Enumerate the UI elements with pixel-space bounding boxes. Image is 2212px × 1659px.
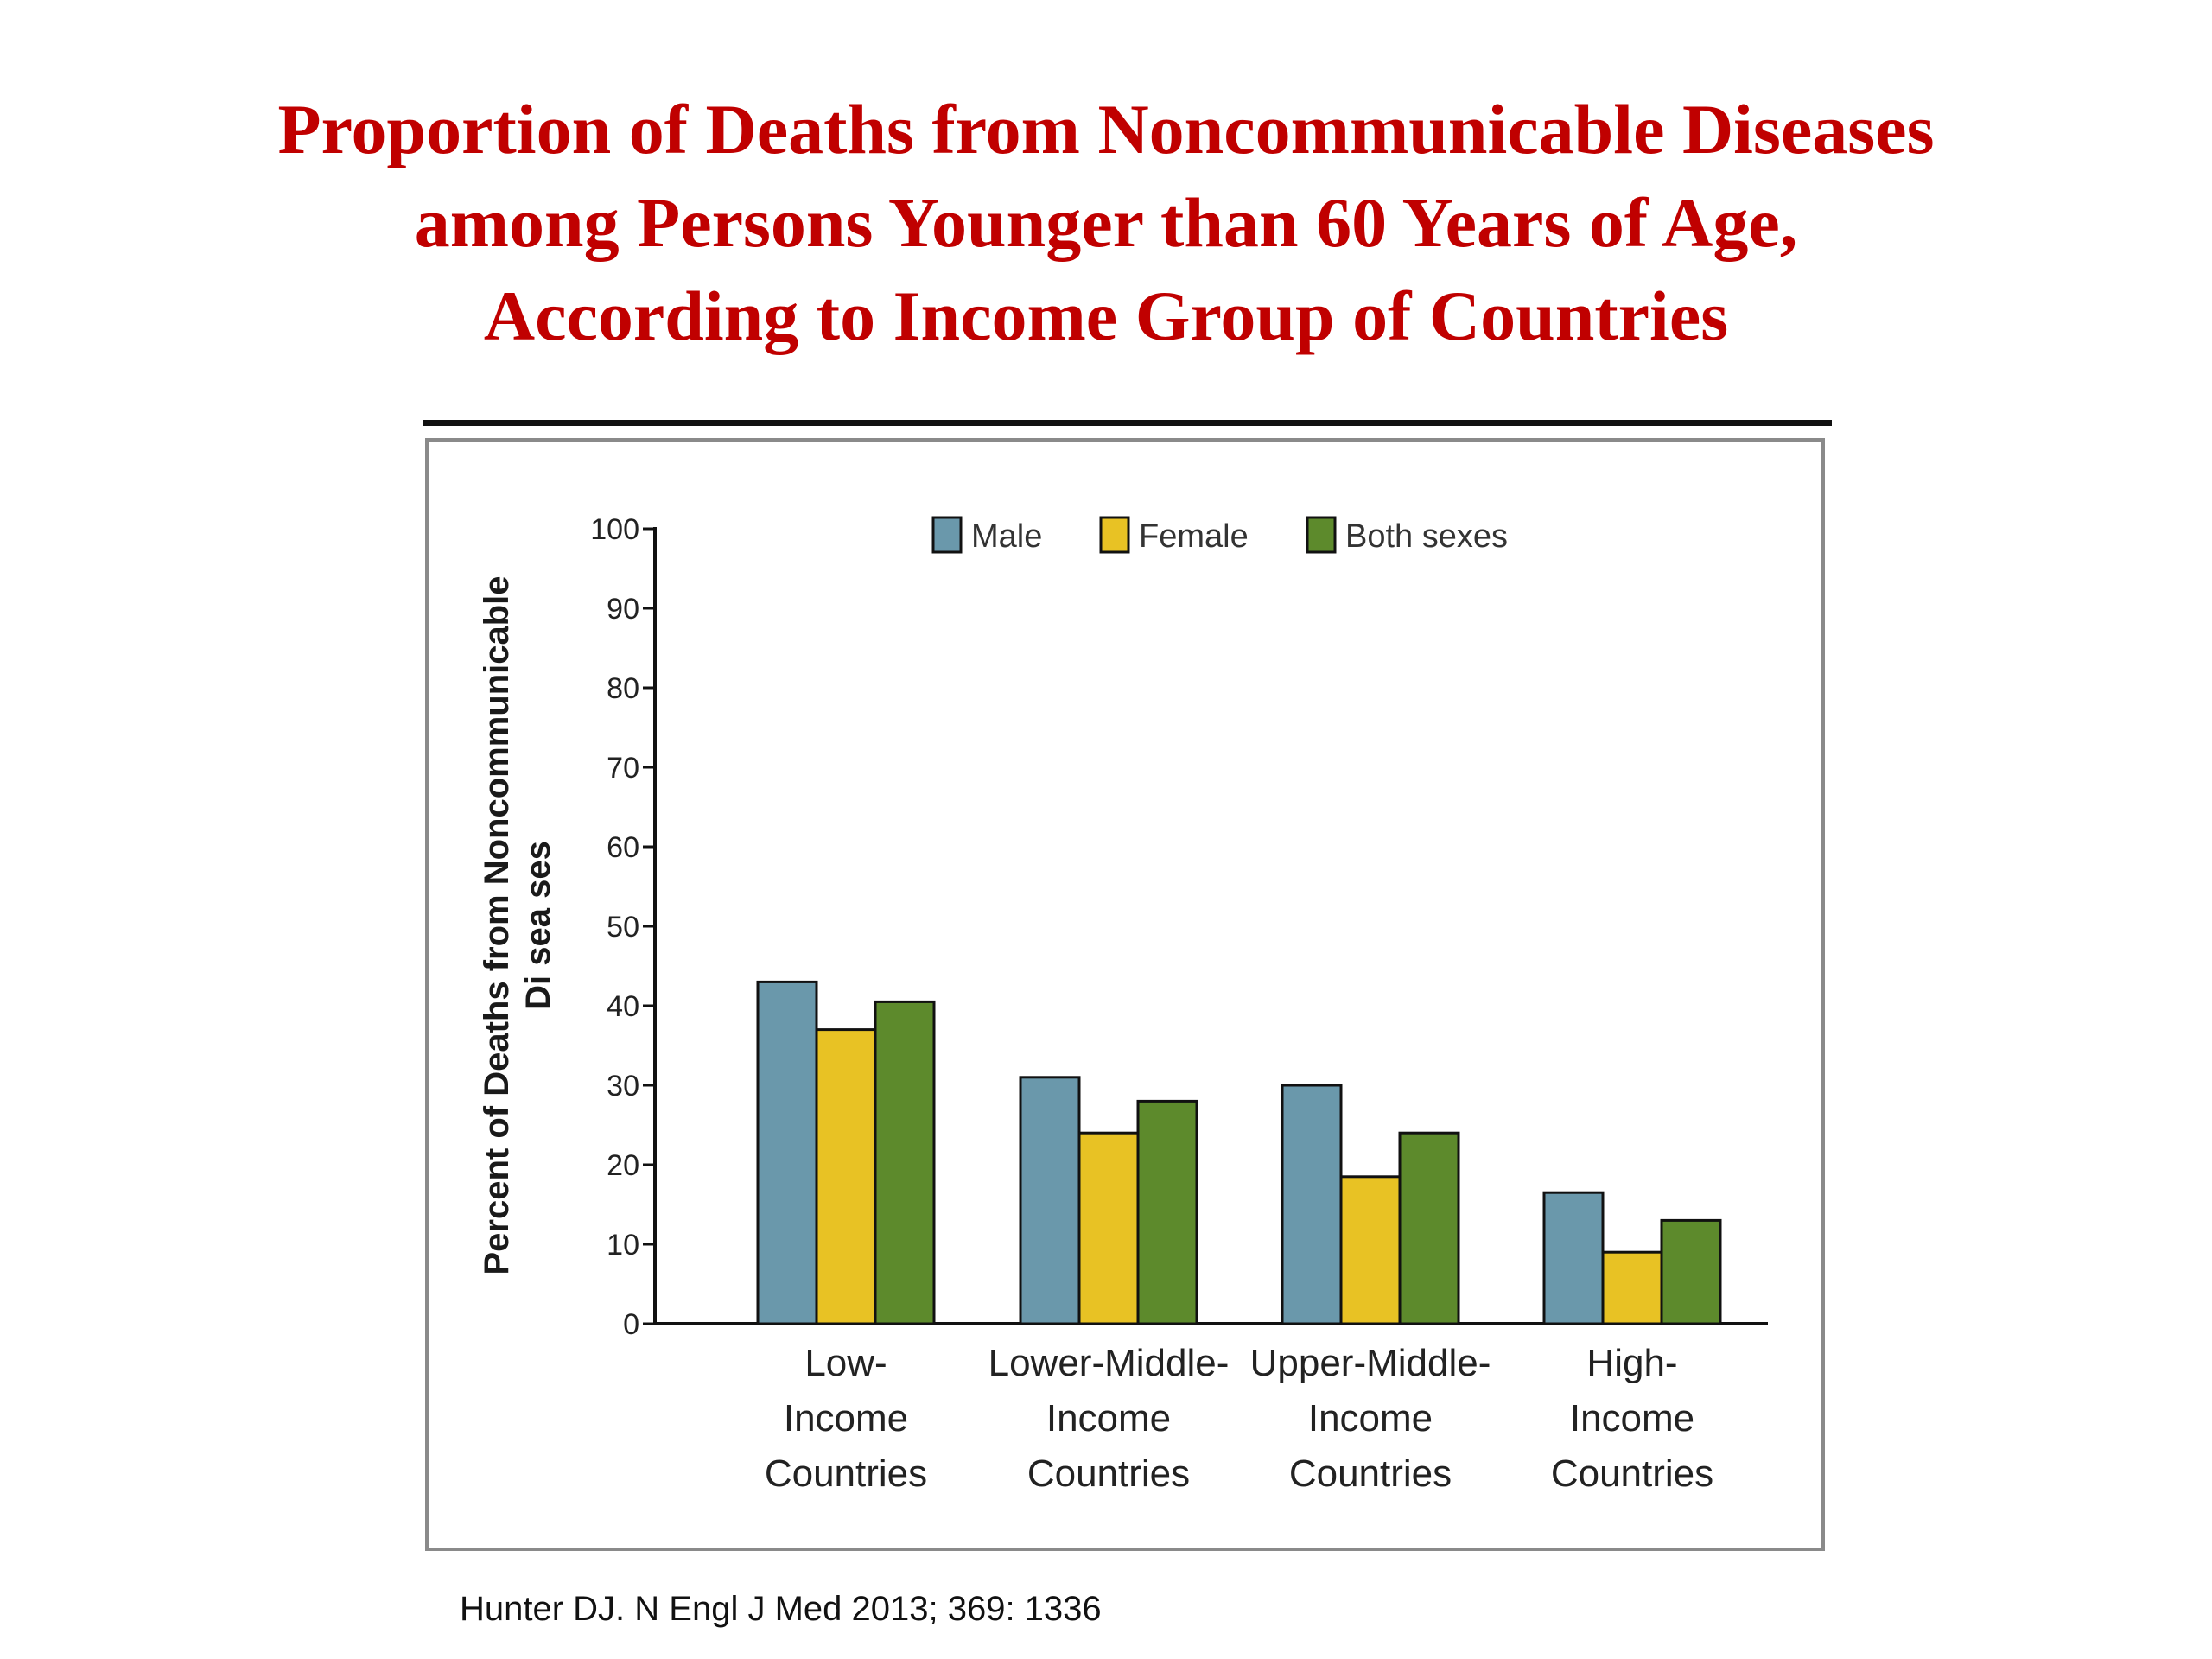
x-category-label-line: Income xyxy=(1570,1397,1694,1440)
y-tick-label: 30 xyxy=(607,1070,639,1103)
citation: Hunter DJ. N Engl J Med 2013; 369: 1336 xyxy=(460,1590,1102,1628)
bar-male xyxy=(1281,1084,1343,1325)
y-tick-label: 50 xyxy=(607,911,639,944)
title-line-3: According to Income Group of Countries xyxy=(483,276,1729,355)
title-line-2: among Persons Younger than 60 Years of A… xyxy=(414,183,1798,262)
legend-swatch-male xyxy=(931,516,963,554)
y-tick-label: 40 xyxy=(607,990,639,1023)
x-category-label-line: Countries xyxy=(1027,1452,1190,1495)
y-axis-title-line: Di sea ses xyxy=(519,841,557,1010)
x-category-label: Upper-Middle- Income Countries xyxy=(1250,1342,1491,1495)
x-category-label-line: High- xyxy=(1586,1342,1677,1384)
chart-frame: Percent of Deaths from Noncommunicable Di… xyxy=(425,438,1825,1551)
legend-swatch-female xyxy=(1099,516,1130,554)
x-category-label: Lower-Middle- Income Countries xyxy=(988,1342,1230,1495)
x-category-label-line: Countries xyxy=(1551,1452,1713,1495)
bar-male xyxy=(756,980,818,1325)
y-tick-label: 0 xyxy=(623,1308,639,1341)
x-category-label: High- Income Countries xyxy=(1551,1342,1713,1495)
bar-both-sexes xyxy=(1660,1218,1722,1325)
bar-chart: Percent of Deaths from Noncommunicable Di… xyxy=(478,513,1768,1495)
bar-both-sexes xyxy=(1136,1099,1198,1325)
y-tick-label: 10 xyxy=(607,1229,639,1262)
slide-title: Proportion of Deaths from Noncommunicabl… xyxy=(112,83,2100,363)
bar-both-sexes xyxy=(1398,1131,1460,1325)
y-axis-title-line: Percent of Deaths from Noncommunicable xyxy=(478,575,516,1274)
x-category-label-line: Countries xyxy=(765,1452,927,1495)
x-category-label-line: Low- xyxy=(804,1342,887,1384)
bar-female xyxy=(815,1028,877,1325)
legend-label-both-sexes: Both sexes xyxy=(1345,518,1508,555)
y-tick-label: 70 xyxy=(607,752,639,785)
x-category-label: Low- Income Countries xyxy=(765,1342,927,1495)
legend-label-male: Male xyxy=(971,518,1042,555)
bar-both-sexes xyxy=(874,1000,936,1325)
title-line-1: Proportion of Deaths from Noncommunicabl… xyxy=(277,90,1935,168)
x-category-label-line: Upper-Middle- xyxy=(1250,1342,1491,1384)
y-tick-label: 100 xyxy=(590,513,639,546)
legend-swatch-both-sexes xyxy=(1306,516,1337,554)
top-divider-rule xyxy=(423,420,1832,426)
y-tick-label: 90 xyxy=(607,593,639,626)
bar-male xyxy=(1019,1076,1081,1325)
x-category-label-line: Income xyxy=(1308,1397,1433,1440)
y-tick-label: 60 xyxy=(607,831,639,864)
bar-male xyxy=(1542,1191,1605,1325)
y-tick-label: 20 xyxy=(607,1149,639,1182)
y-tick-label: 80 xyxy=(607,672,639,705)
y-axis-title: Percent of Deaths from Noncommunicable Di… xyxy=(478,575,557,1274)
x-category-label-line: Income xyxy=(1046,1397,1171,1440)
x-category-label-line: Lower-Middle- xyxy=(988,1342,1230,1384)
bar-female xyxy=(1077,1131,1140,1325)
x-category-label-line: Income xyxy=(784,1397,908,1440)
bar-female xyxy=(1339,1175,1402,1325)
legend-label-female: Female xyxy=(1139,518,1249,555)
bar-female xyxy=(1601,1250,1663,1325)
x-category-label-line: Countries xyxy=(1289,1452,1452,1495)
